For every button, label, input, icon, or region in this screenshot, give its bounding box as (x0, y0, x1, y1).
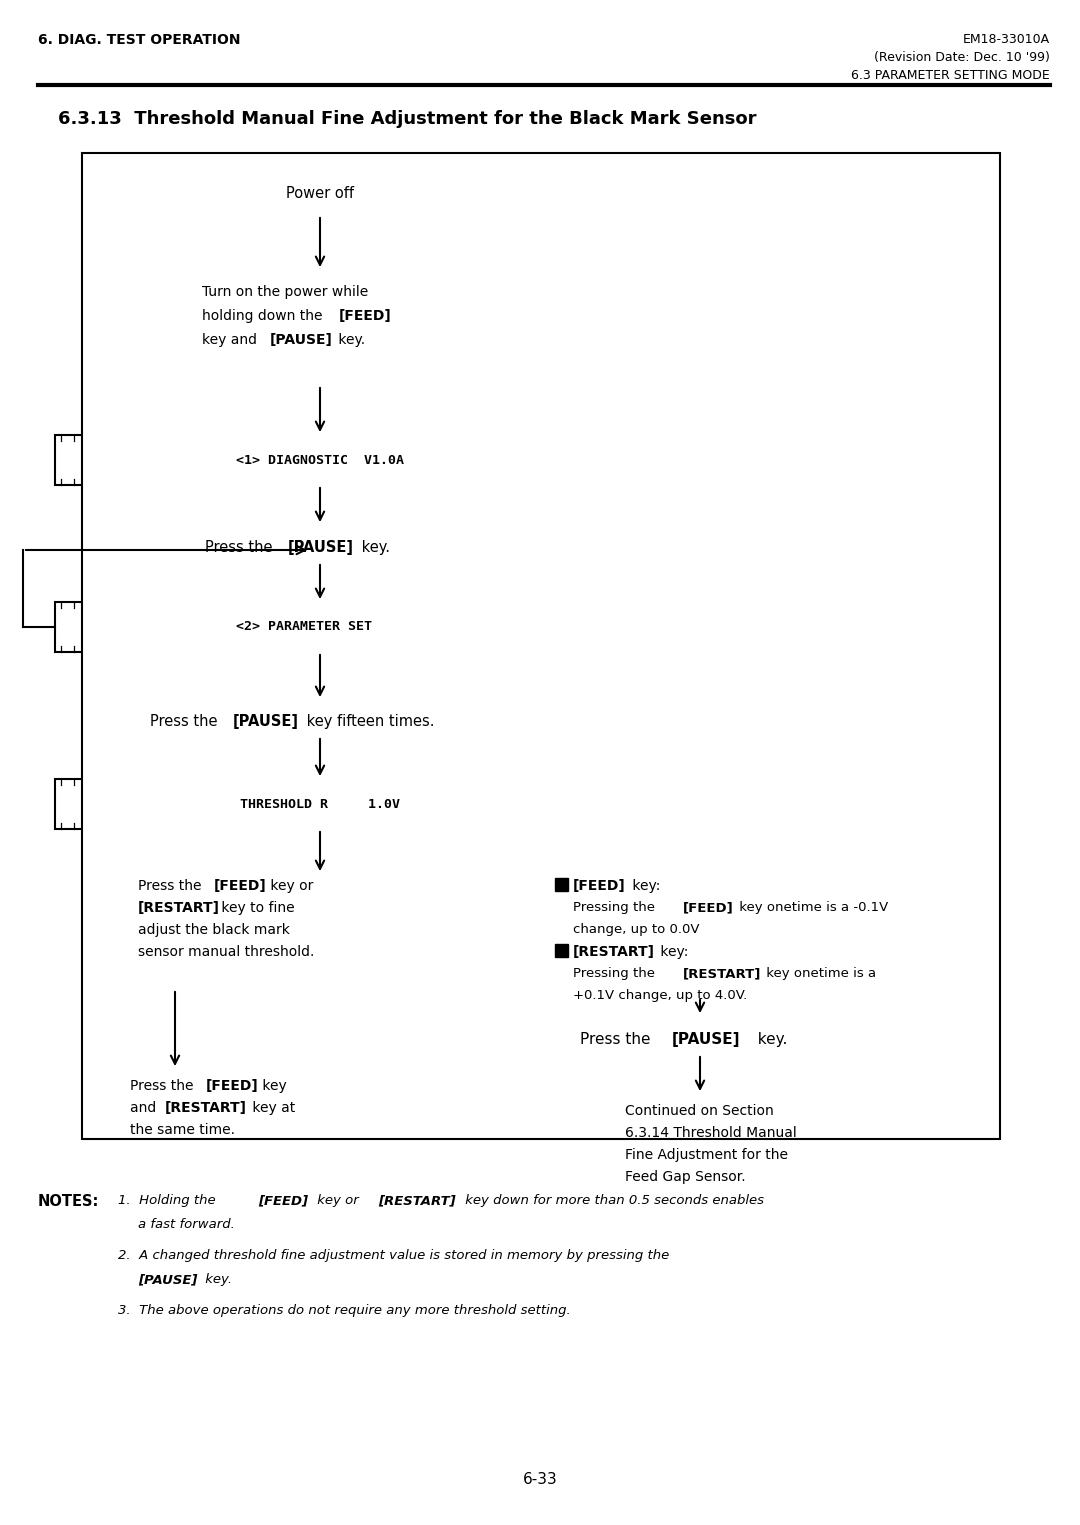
Text: Press the: Press the (130, 1080, 198, 1093)
Text: the same time.: the same time. (130, 1122, 235, 1138)
Text: [FEED]: [FEED] (573, 878, 625, 894)
Text: Press the: Press the (150, 714, 222, 729)
Text: a fast forward.: a fast forward. (138, 1218, 234, 1231)
Text: 6-33: 6-33 (523, 1472, 557, 1487)
Text: Press the: Press the (138, 878, 206, 894)
Bar (188, 270, 453, 384)
Text: adjust the black mark: adjust the black mark (138, 923, 289, 936)
Text: 6.3 PARAMETER SETTING MODE: 6.3 PARAMETER SETTING MODE (851, 69, 1050, 82)
Text: change, up to 0.0V: change, up to 0.0V (573, 923, 700, 936)
Text: 6.3.14 Threshold Manual: 6.3.14 Threshold Manual (625, 1125, 797, 1141)
Text: key:: key: (627, 878, 660, 894)
Text: Feed Gap Sensor.: Feed Gap Sensor. (625, 1170, 745, 1183)
Text: key.: key. (357, 540, 390, 555)
Text: key to fine: key to fine (217, 901, 295, 915)
Text: Press the: Press the (580, 1032, 656, 1048)
Text: [PAUSE]: [PAUSE] (138, 1273, 198, 1286)
Text: Fine Adjustment for the: Fine Adjustment for the (625, 1148, 788, 1162)
Text: <1> DIAGNOSTIC  V1.0A: <1> DIAGNOSTIC V1.0A (237, 453, 404, 467)
Text: THRESHOLD R     1.0V: THRESHOLD R 1.0V (240, 798, 400, 810)
Text: [RESTART]: [RESTART] (378, 1194, 456, 1206)
Text: 2.  A changed threshold fine adjustment value is stored in memory by pressing th: 2. A changed threshold fine adjustment v… (118, 1249, 670, 1263)
Text: [RESTART]: [RESTART] (573, 946, 654, 959)
Text: sensor manual threshold.: sensor manual threshold. (138, 946, 314, 959)
Text: key.: key. (201, 1273, 232, 1286)
Text: [FEED]: [FEED] (214, 878, 267, 894)
Text: [FEED]: [FEED] (258, 1194, 308, 1206)
Text: NOTES:: NOTES: (38, 1194, 99, 1209)
Text: [PAUSE]: [PAUSE] (288, 540, 354, 555)
Text: Pressing the: Pressing the (573, 901, 659, 913)
Text: [PAUSE]: [PAUSE] (270, 332, 333, 348)
Text: [RESTART]: [RESTART] (683, 967, 761, 981)
Text: [FEED]: [FEED] (206, 1080, 259, 1093)
Text: key down for more than 0.5 seconds enables: key down for more than 0.5 seconds enabl… (461, 1194, 764, 1206)
Text: (Revision Date: Dec. 10 '99): (Revision Date: Dec. 10 '99) (874, 50, 1050, 64)
Text: [PAUSE]: [PAUSE] (233, 714, 299, 729)
Text: [PAUSE]: [PAUSE] (672, 1032, 741, 1048)
FancyBboxPatch shape (235, 165, 406, 223)
Text: key: key (258, 1080, 287, 1093)
Text: key onetime is a -0.1V: key onetime is a -0.1V (735, 901, 888, 913)
Text: key.: key. (748, 1032, 787, 1048)
Text: [RESTART]: [RESTART] (138, 901, 220, 915)
Text: [RESTART]: [RESTART] (165, 1101, 247, 1115)
Text: EM18-33010A: EM18-33010A (963, 34, 1050, 46)
Text: Continued on Section: Continued on Section (625, 1104, 773, 1118)
Text: Pressing the: Pressing the (573, 967, 659, 981)
Text: <2> PARAMETER SET: <2> PARAMETER SET (237, 621, 404, 633)
Text: 6.3.13  Threshold Manual Fine Adjustment for the Black Mark Sensor: 6.3.13 Threshold Manual Fine Adjustment … (58, 110, 756, 128)
Text: holding down the: holding down the (202, 310, 327, 323)
Text: [FEED]: [FEED] (339, 310, 392, 323)
Bar (55, 602, 585, 653)
Bar (55, 435, 585, 485)
Text: 1.  Holding the: 1. Holding the (118, 1194, 220, 1206)
Text: key at: key at (248, 1101, 295, 1115)
Text: +0.1V change, up to 4.0V.: +0.1V change, up to 4.0V. (573, 990, 747, 1002)
Text: key.: key. (334, 332, 365, 348)
Text: Power off: Power off (286, 186, 354, 201)
Text: key fifteen times.: key fifteen times. (302, 714, 434, 729)
Bar (82, 152, 1000, 1139)
Text: [FEED]: [FEED] (683, 901, 733, 913)
Text: 6. DIAG. TEST OPERATION: 6. DIAG. TEST OPERATION (38, 34, 241, 47)
Text: and: and (130, 1101, 161, 1115)
Text: key or: key or (313, 1194, 363, 1206)
Text: key onetime is a: key onetime is a (762, 967, 876, 981)
Bar (555, 944, 568, 958)
Bar (55, 779, 585, 830)
Text: key:: key: (656, 946, 688, 959)
Text: key and: key and (202, 332, 261, 348)
Text: key or: key or (266, 878, 313, 894)
Text: 3.  The above operations do not require any more threshold setting.: 3. The above operations do not require a… (118, 1304, 570, 1318)
Text: Press the: Press the (205, 540, 278, 555)
Text: Turn on the power while: Turn on the power while (202, 285, 368, 299)
Bar (555, 878, 568, 891)
